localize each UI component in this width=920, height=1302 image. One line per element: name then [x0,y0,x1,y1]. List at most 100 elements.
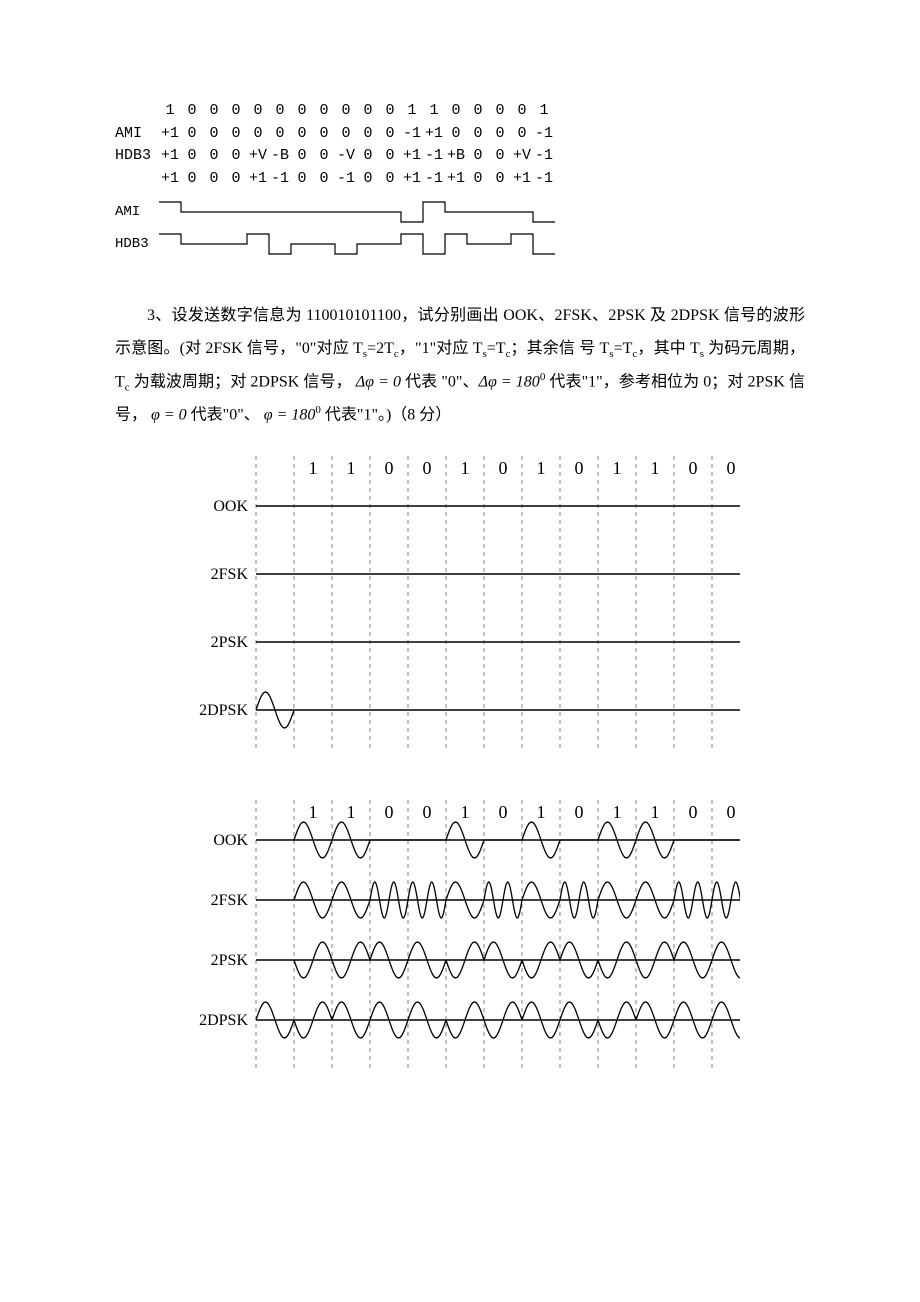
code-cell: 1 [533,100,555,123]
code-cell: 0 [181,168,203,191]
code-cell: 0 [467,168,489,191]
code-table: 1 0 0 0 0 0 0 0 0 0 0 1 1 0 0 0 0 1AMI+1… [115,100,805,190]
code-cell: -1 [533,145,555,168]
svg-text:0: 0 [385,458,394,478]
code-cell: -1 [269,168,291,191]
code-cell: 0 [181,145,203,168]
question-text: 3、设发送数字信息为 110010101100，试分别画出 OOK、2FSK、2… [115,300,805,432]
code-cell: +1 [159,123,181,146]
code-cell: +1 [401,145,423,168]
code-cell: +1 [159,145,181,168]
svg-text:2DPSK: 2DPSK [199,702,248,719]
svg-text:1: 1 [613,802,622,822]
svg-text:0: 0 [423,802,432,822]
code-cell: 1 [423,100,445,123]
code-cell: +B [445,145,467,168]
code-cell: 0 [357,123,379,146]
code-cell: 0 [357,168,379,191]
q-num: 3、 [147,307,172,324]
code-cell: +1 [511,168,533,191]
code-cell: 0 [357,100,379,123]
code-cell: 1 [401,100,423,123]
code-cell: 0 [247,100,269,123]
code-cell: 0 [269,100,291,123]
code-cell: 0 [379,145,401,168]
mini-wave-label: AMI [115,204,159,220]
code-cell: 0 [291,145,313,168]
code-cell: 1 [159,100,181,123]
svg-text:0: 0 [499,802,508,822]
svg-text:0: 0 [499,458,508,478]
code-cell: 0 [313,100,335,123]
svg-text:0: 0 [727,458,736,478]
svg-text:OOK: OOK [213,832,248,849]
code-cell: -1 [335,168,357,191]
code-cell: 0 [291,123,313,146]
svg-text:0: 0 [727,802,736,822]
code-cell: -1 [423,168,445,191]
svg-text:2PSK: 2PSK [211,952,249,969]
code-cell: 0 [467,145,489,168]
svg-text:1: 1 [461,458,470,478]
code-cell: 0 [489,168,511,191]
code-cell: +V [247,145,269,168]
mini-wave-label: HDB3 [115,236,159,252]
code-cell: +1 [445,168,467,191]
svg-text:1: 1 [537,458,546,478]
code-cell: 0 [225,100,247,123]
code-cell: 0 [511,123,533,146]
code-cell: -1 [533,168,555,191]
svg-text:OOK: OOK [213,498,248,515]
code-cell: +1 [247,168,269,191]
code-cell: 0 [203,168,225,191]
code-cell: 0 [203,100,225,123]
svg-text:2DPSK: 2DPSK [199,1012,248,1029]
code-cell: 0 [313,123,335,146]
code-cell: 0 [489,123,511,146]
code-cell: 0 [357,145,379,168]
code-cell: -1 [401,123,423,146]
svg-text:0: 0 [689,458,698,478]
svg-text:2FSK: 2FSK [211,892,249,909]
svg-text:2PSK: 2PSK [211,634,249,651]
code-cell: 0 [489,100,511,123]
code-cell: 0 [335,100,357,123]
code-cell: 0 [313,145,335,168]
code-cell: +V [511,145,533,168]
code-cell: 0 [291,168,313,191]
code-cell: 0 [203,145,225,168]
code-cell: +1 [423,123,445,146]
svg-text:1: 1 [461,802,470,822]
code-row-label: AMI [115,123,159,146]
svg-text:1: 1 [651,458,660,478]
code-cell: 0 [445,123,467,146]
ami-hdb3-waveforms: AMI HDB3 [115,196,805,260]
svg-text:0: 0 [689,802,698,822]
modulation-filled-diagram: 110010101100OOK2FSK2PSK2DPSK [180,794,740,1104]
svg-text:1: 1 [309,802,318,822]
code-cell: +1 [159,168,181,191]
code-cell: 0 [379,123,401,146]
modulation-template-diagram: 110010101100OOK2FSK2PSK2DPSK [180,450,740,770]
code-cell: +1 [401,168,423,191]
code-cell: 0 [445,100,467,123]
code-cell: -B [269,145,291,168]
code-cell: 0 [203,123,225,146]
code-cell: 0 [269,123,291,146]
code-cell: 0 [225,168,247,191]
code-cell: -1 [423,145,445,168]
svg-text:0: 0 [385,802,394,822]
svg-text:1: 1 [537,802,546,822]
svg-text:2FSK: 2FSK [211,566,249,583]
code-cell: 0 [511,100,533,123]
code-row-label: HDB3 [115,145,159,168]
svg-text:0: 0 [423,458,432,478]
svg-text:1: 1 [613,458,622,478]
code-cell: 0 [247,123,269,146]
svg-text:0: 0 [575,802,584,822]
code-cell: 0 [467,123,489,146]
code-cell: 0 [313,168,335,191]
code-cell: -1 [533,123,555,146]
svg-text:1: 1 [347,802,356,822]
svg-text:1: 1 [347,458,356,478]
